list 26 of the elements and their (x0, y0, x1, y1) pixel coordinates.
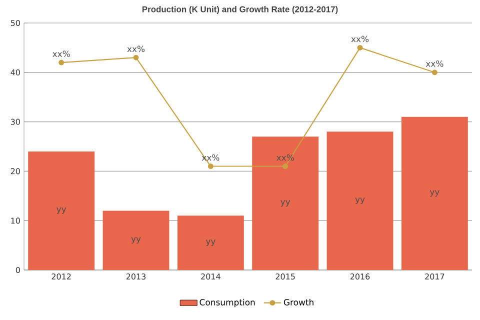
data-label: xx% (351, 36, 369, 42)
point (133, 54, 139, 60)
bar (102, 210, 170, 270)
data-label: xx% (127, 46, 145, 52)
data-label: yy (56, 208, 66, 214)
data-label: xx% (426, 60, 444, 67)
bar (326, 132, 394, 270)
chart-title: Production (K Unit) and Growth Rate (2012-2017) (142, 6, 338, 14)
point (357, 44, 363, 50)
point (282, 164, 288, 169)
bar (401, 116, 468, 270)
data-label: yy (206, 240, 216, 246)
data-label: yy (280, 200, 290, 207)
point (432, 70, 438, 76)
point (58, 60, 64, 66)
legend-label: Consumption (200, 298, 255, 308)
data-label: yy (131, 237, 141, 244)
data-label: xx% (276, 154, 294, 161)
bar (252, 136, 319, 270)
bar (177, 216, 244, 270)
data-label: yy (355, 198, 365, 204)
data-label: yy (430, 190, 440, 197)
bar (28, 151, 95, 270)
data-label: xx% (52, 50, 70, 58)
point (208, 164, 214, 169)
legend-label: Growth (284, 298, 314, 306)
